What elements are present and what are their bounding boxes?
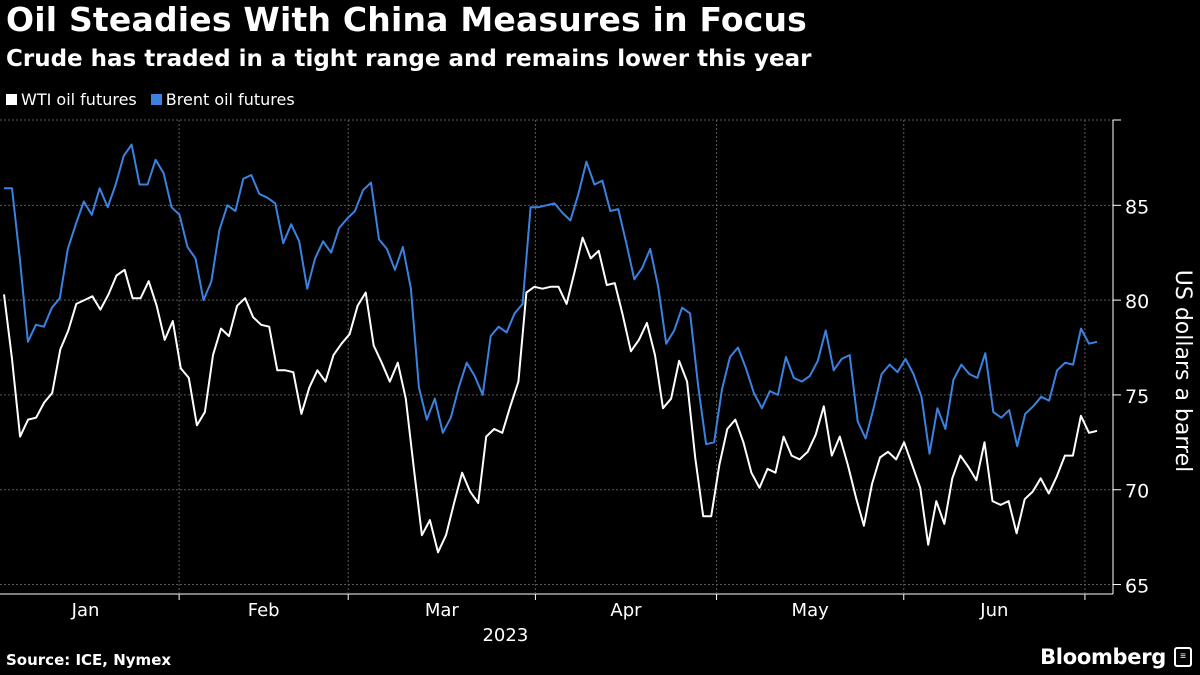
y-tick-label: 85 bbox=[1125, 196, 1149, 218]
chart-title: Oil Steadies With China Measures in Focu… bbox=[6, 0, 808, 39]
x-tick-label: Mar bbox=[425, 600, 460, 621]
chart-subtitle: Crude has traded in a tight range and re… bbox=[6, 46, 812, 72]
legend-label-brent: Brent oil futures bbox=[165, 90, 295, 109]
y-tick-label: 65 bbox=[1125, 576, 1149, 598]
legend-label-wti: WTI oil futures bbox=[21, 90, 137, 109]
bloomberg-terminal-icon: ≡ bbox=[1174, 647, 1192, 667]
x-tick-label: Apr bbox=[610, 600, 642, 621]
x-tick-label: Jun bbox=[979, 600, 1008, 621]
x-tick-label: Feb bbox=[248, 600, 280, 621]
x-axis-label: 2023 bbox=[482, 625, 528, 646]
y-axis-title: US dollars a barrel bbox=[1170, 270, 1195, 472]
series-line-brent bbox=[4, 143, 1098, 455]
y-tick-label: 70 bbox=[1125, 481, 1149, 503]
series-line-wti bbox=[3, 236, 1098, 554]
legend-item-brent: Brent oil futures bbox=[150, 90, 295, 109]
source-note: Source: ICE, Nymex bbox=[6, 651, 172, 669]
legend-item-wti: WTI oil futures bbox=[6, 90, 137, 109]
x-tick-label: Jan bbox=[71, 600, 100, 621]
legend: WTI oil futures Brent oil futures bbox=[6, 90, 295, 109]
bloomberg-logo: Bloomberg bbox=[1040, 645, 1166, 669]
legend-swatch-brent bbox=[150, 94, 162, 105]
x-tick-label: May bbox=[792, 600, 830, 621]
y-tick-label: 75 bbox=[1125, 386, 1149, 408]
y-tick-label: 80 bbox=[1125, 291, 1149, 313]
legend-swatch-wti bbox=[6, 94, 17, 105]
